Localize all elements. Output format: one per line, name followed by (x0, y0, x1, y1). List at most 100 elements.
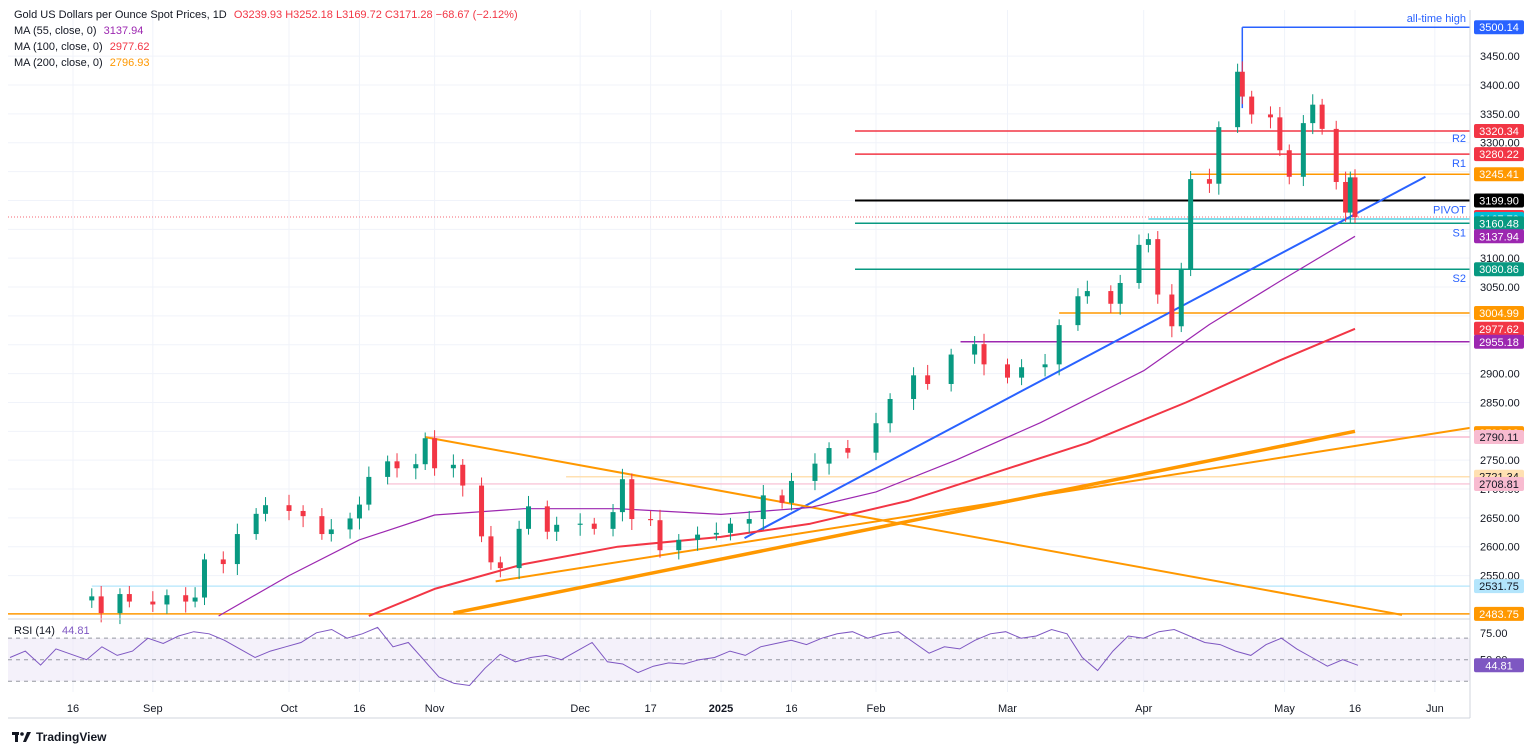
x-tick-label: Jun (1426, 703, 1444, 715)
candle (1169, 294, 1175, 327)
candle (253, 513, 259, 535)
downtrend-line (425, 436, 1403, 616)
candle (479, 485, 485, 537)
candle (695, 534, 701, 540)
candle (117, 594, 123, 614)
candle (1347, 177, 1353, 213)
candle (347, 518, 353, 530)
x-tick-label: Feb (867, 703, 886, 715)
candle (554, 524, 560, 532)
ma100-label: MA (100, close, 0) (14, 41, 103, 53)
price-badge-text: 2708.81 (1479, 479, 1519, 491)
candle (657, 520, 663, 551)
price-badge (1474, 167, 1524, 182)
price-badge-text: 3320.34 (1479, 126, 1519, 138)
legend-ma55[interactable]: MA (55, close, 0) 3137.94 (14, 24, 143, 38)
candle (873, 423, 879, 453)
candle (845, 448, 851, 453)
legend-ma100[interactable]: MA (100, close, 0) 2977.62 (14, 40, 149, 54)
y-tick-label: 3100.00 (1480, 253, 1520, 265)
candle (1333, 128, 1339, 182)
candle (1300, 123, 1306, 177)
candle (516, 528, 522, 569)
horizontal-levels (8, 26, 1470, 615)
price-badge (1474, 430, 1524, 445)
price-badge (1474, 216, 1524, 231)
candle (450, 464, 456, 469)
candle (1117, 282, 1123, 304)
price-badge-text: 3500.14 (1479, 22, 1519, 34)
candle (713, 532, 719, 535)
candle (629, 479, 635, 520)
candle (300, 510, 306, 517)
candle (1216, 127, 1222, 184)
x-tick-label: 16 (353, 703, 365, 715)
x-tick-label: 2025 (709, 703, 733, 715)
x-tick-label: 16 (1349, 703, 1361, 715)
candle (972, 344, 978, 355)
x-tick-label: Sep (143, 703, 163, 715)
y-tick-label: 2900.00 (1480, 369, 1520, 381)
x-tick-label: 16 (67, 703, 79, 715)
price-badge-text: 3004.99 (1479, 308, 1519, 320)
rsi-value: 44.81 (62, 625, 90, 637)
ma55-line (218, 235, 1356, 617)
candle (1145, 239, 1151, 245)
candle (1004, 364, 1010, 378)
candle (497, 562, 503, 569)
y-tick-label: 3450.00 (1480, 51, 1520, 63)
candle (1155, 239, 1161, 295)
price-badge (1474, 321, 1524, 336)
candle (413, 464, 419, 469)
candle (981, 344, 987, 365)
candle (460, 464, 466, 486)
x-tick-label: Mar (998, 703, 1017, 715)
legend-title: Gold US Dollars per Ounce Spot Prices, 1… (14, 9, 227, 21)
candle (164, 595, 170, 605)
candle (1277, 117, 1283, 151)
ath-tag: all-time high (1407, 13, 1466, 25)
candle (526, 506, 532, 529)
candle (746, 519, 752, 524)
s2-tag: S2 (1453, 273, 1466, 285)
candle (779, 495, 785, 503)
rsi-panel (8, 637, 1470, 682)
s1-tag: S1 (1453, 227, 1466, 239)
candle (1310, 104, 1316, 124)
candle (619, 479, 625, 513)
price-badge-text: 2483.75 (1479, 609, 1519, 621)
candle (1267, 114, 1273, 118)
r2-tag: R2 (1452, 133, 1466, 145)
price-badge-text: 3280.22 (1479, 149, 1519, 161)
candle (1178, 268, 1184, 327)
candle (610, 512, 616, 529)
candle (1286, 150, 1292, 177)
axes: 2550.002600.002650.002700.002750.002800.… (8, 10, 1520, 719)
x-tick-label: Dec (570, 703, 590, 715)
candle (1188, 179, 1194, 269)
candle (1239, 71, 1245, 97)
price-badge (1474, 20, 1524, 35)
candle (1019, 367, 1025, 378)
candle (201, 559, 207, 598)
legend-ma200[interactable]: MA (200, close, 0) 2796.93 (14, 56, 149, 70)
candle (319, 516, 325, 535)
candle (1108, 291, 1114, 304)
price-badge-text: 3245.41 (1479, 169, 1519, 181)
tradingview-logo[interactable]: TradingView (12, 730, 106, 744)
candle (488, 536, 494, 563)
rsi-line (9, 626, 1359, 687)
candle (150, 601, 156, 605)
price-labels: 3500.143320.343280.223245.413199.903171.… (1407, 13, 1524, 673)
price-badge-text: 3160.48 (1479, 218, 1519, 230)
legend-rsi[interactable]: RSI (14) 44.81 (14, 624, 90, 638)
y-tick-label: 3350.00 (1480, 109, 1520, 121)
candle (1075, 296, 1081, 326)
candle (925, 375, 931, 384)
candle (577, 523, 583, 525)
candle (1235, 71, 1241, 128)
candle (948, 354, 954, 384)
moving-averages (218, 235, 1356, 617)
x-tick-label: Oct (280, 703, 297, 715)
